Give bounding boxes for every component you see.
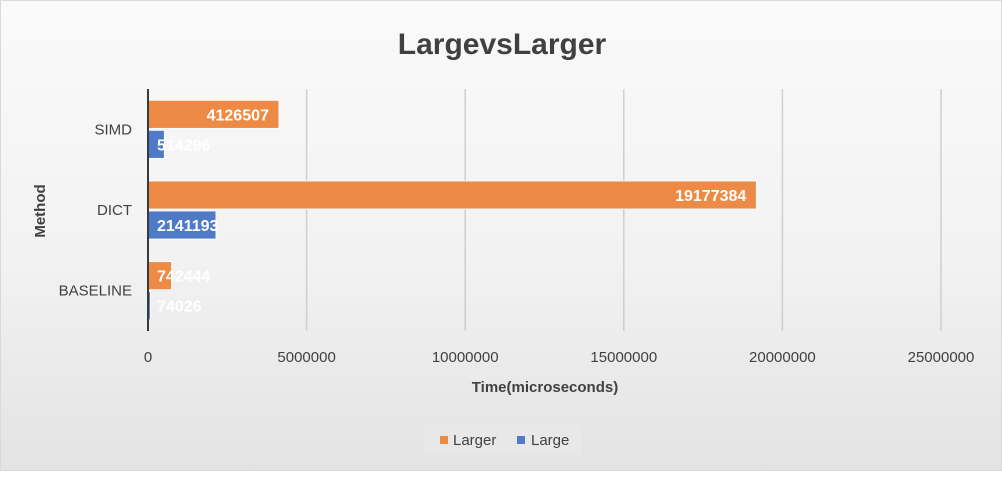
bar-dict-larger [147, 180, 757, 210]
legend-swatch-large [517, 436, 525, 444]
category-label-baseline: BASELINE [59, 283, 132, 300]
legend-swatch-larger [440, 436, 448, 444]
bar-dict-large [147, 210, 217, 240]
x-axis-label: Time(microseconds) [472, 379, 618, 396]
legend: Larger Large [424, 425, 582, 455]
x-tick-label: 10000000 [432, 349, 499, 366]
x-tick-label: 25000000 [908, 349, 975, 366]
x-tick-label: 5000000 [277, 349, 335, 366]
gridlines [305, 89, 942, 331]
category-labels: SIMD DICT BASELINE [59, 121, 133, 299]
data-label-baseline-large: 74026 [157, 299, 202, 316]
category-label-dict: DICT [97, 202, 132, 219]
data-label-simd-large: 514296 [157, 137, 210, 154]
x-tick-label: 15000000 [590, 349, 657, 366]
chart-title: LargevsLarger [398, 28, 607, 61]
data-label-dict-larger: 19177384 [675, 188, 746, 205]
category-label-simd: SIMD [95, 121, 133, 138]
data-label-simd-larger: 4126507 [207, 107, 269, 124]
x-tick-labels: 0 5000000 10000000 15000000 20000000 25000000 [144, 349, 975, 366]
legend-label-larger: Larger [453, 432, 496, 449]
bars [147, 99, 757, 321]
x-tick-label: 20000000 [749, 349, 816, 366]
data-label-dict-large: 2141193 [157, 218, 219, 235]
y-axis-label: Method [32, 184, 49, 237]
data-labels: 4126507 514296 19177384 2141193 742444 74026 [157, 107, 746, 315]
data-label-baseline-larger: 742444 [157, 269, 210, 286]
x-tick-label: 0 [144, 349, 152, 366]
legend-label-large: Large [531, 432, 569, 449]
bar-simd-larger [147, 99, 280, 129]
legend-box [424, 425, 582, 455]
